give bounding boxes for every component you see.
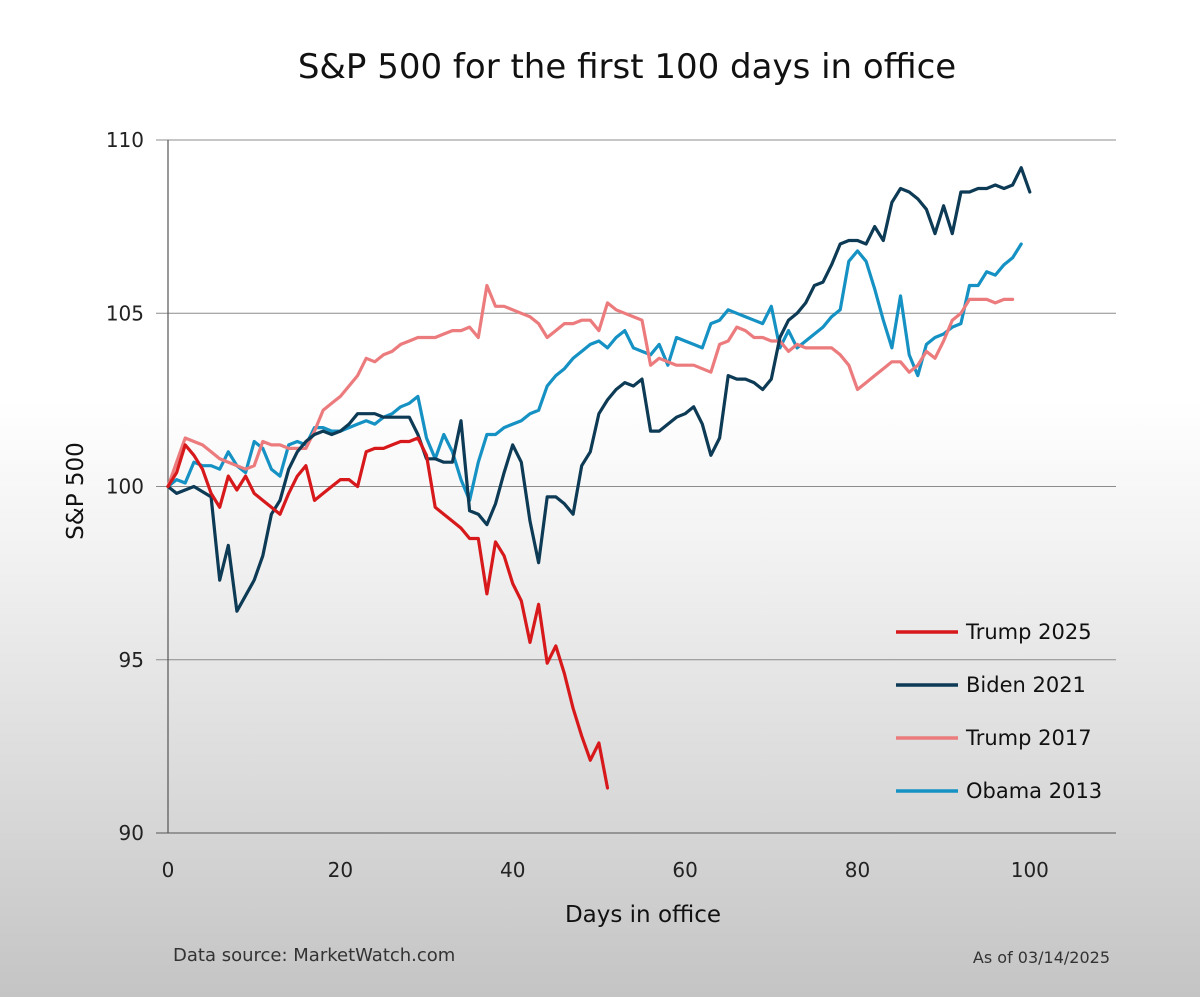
gridlines [156, 139, 1116, 834]
x-tick-labels: 0 20 40 60 80 100 [162, 858, 1049, 882]
series-line-trump-2017 [166, 283, 1015, 489]
y-tick-label: 105 [106, 301, 144, 325]
y-tick-labels: 90 95 100 105 110 [106, 128, 144, 845]
x-tick-label: 0 [162, 858, 175, 882]
data-source-note: Data source: MarketWatch.com [173, 945, 455, 966]
x-axis-label: Days in office [565, 902, 721, 928]
y-axis-label: S&P 500 [63, 442, 89, 540]
legend-label: Trump 2017 [965, 726, 1092, 750]
legend-label: Obama 2013 [966, 779, 1102, 803]
x-tick-label: 20 [328, 858, 353, 882]
y-tick-label: 100 [106, 475, 144, 499]
y-tick-label: 90 [119, 821, 144, 845]
series-line-biden-2021 [166, 166, 1032, 613]
series-lines [166, 166, 1032, 790]
y-tick-label: 110 [106, 128, 144, 152]
legend-label: Biden 2021 [966, 673, 1086, 697]
x-tick-label: 40 [500, 858, 525, 882]
series-line-trump-2025 [166, 436, 610, 790]
legend-label: Trump 2025 [965, 620, 1092, 644]
chart-title: S&P 500 for the first 100 days in office [298, 47, 956, 87]
legend: Trump 2025 Biden 2021 Trump 2017 Obama 2013 [896, 620, 1102, 803]
as-of-date-note: As of 03/14/2025 [973, 948, 1110, 967]
y-tick-label: 95 [119, 648, 144, 672]
x-tick-label: 100 [1011, 858, 1049, 882]
x-tick-label: 80 [845, 858, 870, 882]
series-line-obama-2013 [166, 242, 1023, 502]
x-tick-label: 60 [672, 858, 697, 882]
